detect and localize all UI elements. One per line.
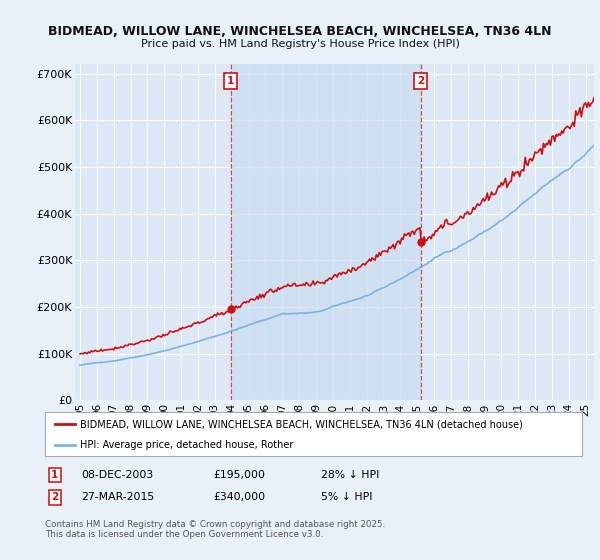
Text: BIDMEAD, WILLOW LANE, WINCHELSEA BEACH, WINCHELSEA, TN36 4LN: BIDMEAD, WILLOW LANE, WINCHELSEA BEACH, …: [48, 25, 552, 38]
Text: 1: 1: [227, 76, 234, 86]
Text: BIDMEAD, WILLOW LANE, WINCHELSEA BEACH, WINCHELSEA, TN36 4LN (detached house): BIDMEAD, WILLOW LANE, WINCHELSEA BEACH, …: [80, 419, 523, 429]
Text: 5% ↓ HPI: 5% ↓ HPI: [321, 492, 373, 502]
Text: 27-MAR-2015: 27-MAR-2015: [81, 492, 154, 502]
Text: 2: 2: [51, 492, 58, 502]
Text: 1: 1: [51, 470, 58, 480]
Text: HPI: Average price, detached house, Rother: HPI: Average price, detached house, Roth…: [80, 440, 293, 450]
Text: £195,000: £195,000: [213, 470, 265, 480]
Bar: [230, 64, 421, 400]
Text: 28% ↓ HPI: 28% ↓ HPI: [321, 470, 379, 480]
Text: 2: 2: [418, 76, 425, 86]
Text: 08-DEC-2003: 08-DEC-2003: [81, 470, 153, 480]
Text: Contains HM Land Registry data © Crown copyright and database right 2025.
This d: Contains HM Land Registry data © Crown c…: [45, 520, 385, 539]
Text: Price paid vs. HM Land Registry's House Price Index (HPI): Price paid vs. HM Land Registry's House …: [140, 39, 460, 49]
Text: £340,000: £340,000: [213, 492, 265, 502]
